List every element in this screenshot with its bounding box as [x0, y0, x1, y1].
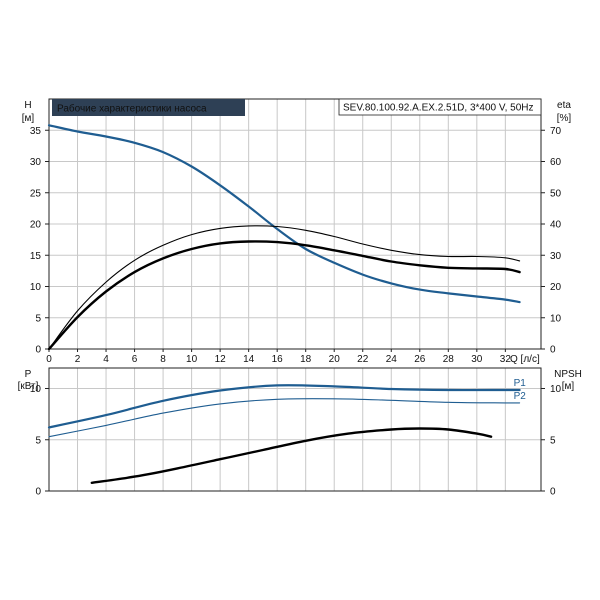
- top-left-tick-label: 35: [30, 126, 42, 137]
- top-left-tick-label: 30: [30, 157, 42, 168]
- series-label-p2: P2: [514, 391, 527, 402]
- right-axis-unit: [%]: [557, 113, 572, 124]
- bottom-left-tick-label: 10: [30, 384, 42, 395]
- top-x-tick-label: 6: [132, 354, 138, 365]
- bottom-series-1-line: [48, 398, 521, 438]
- top-left-tick-label: 0: [35, 345, 41, 356]
- bottom-right-axis-title: NPSH: [554, 369, 582, 380]
- bottom-left-tick-label: 5: [35, 435, 41, 446]
- top-x-tick-label: 26: [414, 354, 426, 365]
- top-x-tick-label: 18: [300, 354, 312, 365]
- left-axis-unit: [м]: [22, 113, 35, 124]
- top-x-tick-label: 30: [471, 354, 483, 365]
- top-series-2-line: [48, 225, 521, 350]
- top-series-1-line: [47, 240, 521, 351]
- left-axis-title: H: [24, 100, 31, 111]
- top-x-tick-label: 24: [386, 354, 398, 365]
- top-right-tick-label: 10: [550, 313, 562, 324]
- top-right-tick-label: 30: [550, 251, 562, 262]
- series-label-p1: P1: [514, 378, 527, 389]
- top-x-tick-label: 12: [215, 354, 227, 365]
- bottom-series-2-line: [90, 427, 493, 484]
- top-left-tick-label: 5: [35, 313, 41, 324]
- top-right-tick-label: 50: [550, 188, 562, 199]
- chart-title-box: [52, 99, 245, 116]
- bottom-left-tick-label: 0: [35, 487, 41, 498]
- bottom-right-tick-label: 10: [550, 384, 562, 395]
- top-left-tick-label: 25: [30, 188, 42, 199]
- bottom-right-tick-label: 0: [550, 487, 556, 498]
- top-right-tick-label: 20: [550, 282, 562, 293]
- top-x-tick-label: 8: [160, 354, 166, 365]
- top-right-tick-label: 0: [550, 345, 556, 356]
- top-x-tick-label: 4: [103, 354, 109, 365]
- bottom-left-axis-title: P: [25, 369, 32, 380]
- chart-title: Рабочие характеристики насоса: [57, 103, 207, 115]
- top-right-tick-label: 40: [550, 220, 562, 231]
- top-left-tick-label: 10: [30, 282, 42, 293]
- top-x-tick-label: 20: [329, 354, 341, 365]
- top-left-tick-label: 15: [30, 251, 42, 262]
- bottom-right-tick-label: 5: [550, 435, 556, 446]
- top-right-tick-label: 60: [550, 157, 562, 168]
- top-x-tick-label: 0: [46, 354, 52, 365]
- bottom-series-0-line: [47, 384, 521, 429]
- top-x-tick-label: 28: [443, 354, 455, 365]
- top-x-tick-label: 10: [186, 354, 198, 365]
- model-label: SEV.80.100.92.A.EX.2.51D, 3*400 V, 50Hz: [343, 103, 534, 114]
- top-x-tick-label: 16: [272, 354, 284, 365]
- top-series-0-line: [47, 124, 521, 304]
- top-x-tick-label: 32: [500, 354, 512, 365]
- bottom-right-axis-unit: [м]: [562, 381, 575, 392]
- x-axis-label: Q [л/с]: [510, 354, 540, 365]
- bottom-left-axis-unit: [кВт]: [18, 381, 39, 392]
- top-left-tick-label: 20: [30, 220, 42, 231]
- top-x-tick-label: 2: [75, 354, 81, 365]
- top-right-tick-label: 70: [550, 126, 562, 137]
- right-axis-title: eta: [557, 100, 571, 111]
- top-x-tick-label: 14: [243, 354, 255, 365]
- model-label-box: [338, 98, 542, 116]
- top-x-tick-label: 22: [357, 354, 369, 365]
- bottom-plot-frame: [48, 367, 542, 492]
